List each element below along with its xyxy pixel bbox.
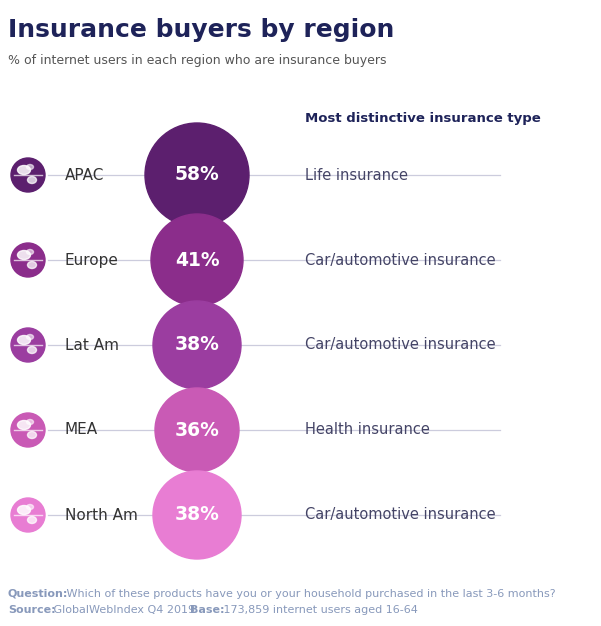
Text: 38%: 38% (174, 506, 219, 525)
Text: 58%: 58% (175, 165, 219, 185)
Ellipse shape (26, 250, 34, 255)
Ellipse shape (17, 421, 31, 429)
Text: Most distinctive insurance type: Most distinctive insurance type (305, 112, 541, 125)
Text: 36%: 36% (174, 421, 219, 439)
Ellipse shape (151, 214, 243, 306)
Ellipse shape (11, 158, 45, 192)
Text: Car/automotive insurance: Car/automotive insurance (305, 252, 496, 267)
Text: North Am: North Am (65, 508, 138, 523)
Text: Car/automotive insurance: Car/automotive insurance (305, 508, 496, 523)
Text: Car/automotive insurance: Car/automotive insurance (305, 337, 496, 352)
Ellipse shape (11, 243, 45, 277)
Ellipse shape (26, 505, 34, 510)
Text: 41%: 41% (175, 250, 219, 270)
Ellipse shape (28, 431, 37, 438)
Ellipse shape (26, 165, 34, 170)
Ellipse shape (17, 506, 31, 515)
Text: Base:: Base: (190, 605, 225, 615)
Text: APAC: APAC (65, 168, 105, 183)
Text: Europe: Europe (65, 252, 119, 267)
Text: Insurance buyers by region: Insurance buyers by region (8, 18, 394, 42)
Ellipse shape (155, 388, 239, 472)
Text: Source:: Source: (8, 605, 56, 615)
Ellipse shape (153, 471, 241, 559)
Ellipse shape (28, 516, 37, 523)
Ellipse shape (28, 262, 37, 269)
Ellipse shape (17, 250, 31, 260)
Text: Health insurance: Health insurance (305, 423, 430, 438)
Text: Which of these products have you or your household purchased in the last 3-6 mon: Which of these products have you or your… (63, 589, 556, 599)
Text: 38%: 38% (174, 336, 219, 354)
Text: Lat Am: Lat Am (65, 337, 119, 352)
Ellipse shape (11, 328, 45, 362)
Ellipse shape (11, 498, 45, 532)
Ellipse shape (28, 347, 37, 354)
Text: MEA: MEA (65, 423, 98, 438)
Text: 173,859 internet users aged 16-64: 173,859 internet users aged 16-64 (220, 605, 418, 615)
Ellipse shape (17, 165, 31, 175)
Ellipse shape (28, 177, 37, 183)
Text: Question:: Question: (8, 589, 69, 599)
Text: % of internet users in each region who are insurance buyers: % of internet users in each region who a… (8, 54, 386, 67)
Ellipse shape (145, 123, 249, 227)
Ellipse shape (26, 334, 34, 339)
Text: Life insurance: Life insurance (305, 168, 408, 183)
Ellipse shape (17, 336, 31, 344)
Ellipse shape (153, 301, 241, 389)
Ellipse shape (26, 419, 34, 424)
Text: GlobalWebIndex Q4 2019: GlobalWebIndex Q4 2019 (50, 605, 198, 615)
Ellipse shape (11, 413, 45, 447)
